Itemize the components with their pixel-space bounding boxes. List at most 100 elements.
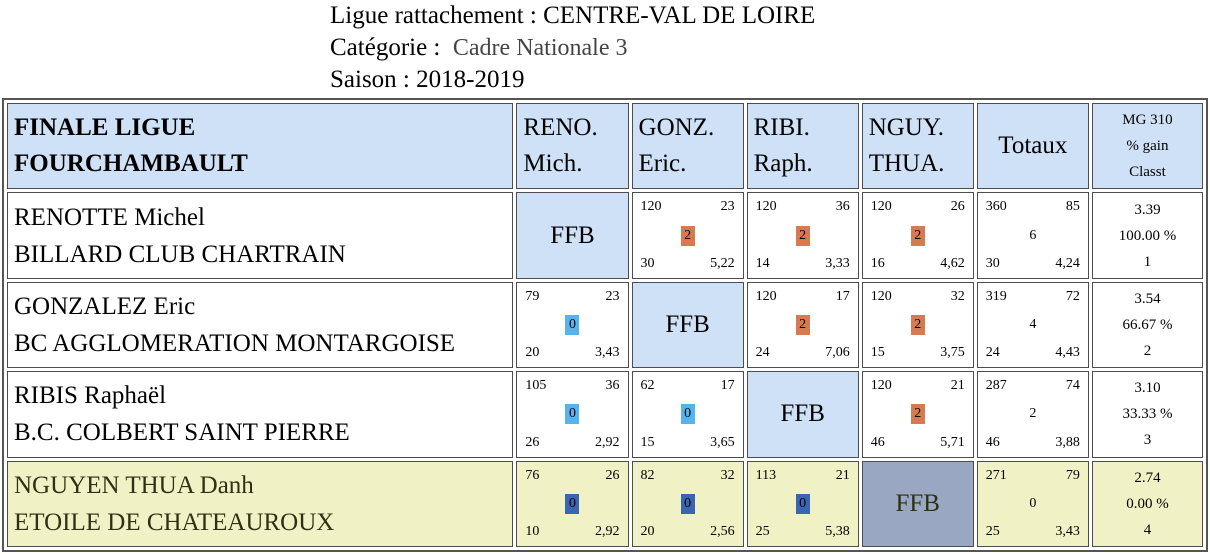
player-club: BILLARD CLUB CHARTRAIN <box>14 240 346 268</box>
innings: 46 <box>870 434 885 450</box>
ffb-cell: FFB <box>516 192 629 279</box>
column-header-line-1: RIBI. <box>753 114 810 142</box>
total-points-scored: 287 <box>985 378 1007 394</box>
points-scored: 120 <box>755 288 777 304</box>
total-innings: 24 <box>985 345 1000 361</box>
match-points-badge: 0 <box>565 493 580 514</box>
results-table: FINALE LIGUE FOURCHAMBAULT RENO. Mich. G… <box>2 98 1208 552</box>
average: 5,38 <box>825 524 850 539</box>
high-run: 32 <box>950 288 965 304</box>
total-points-scored: 319 <box>985 288 1007 304</box>
high-run: 36 <box>835 199 850 215</box>
mg-value: 2.74 <box>1134 469 1161 486</box>
match-points-badge: 0 <box>565 404 580 425</box>
innings: 25 <box>755 524 770 539</box>
match-points-badge: 0 <box>680 404 695 425</box>
match-points-badge: 2 <box>680 225 695 246</box>
total-points-scored: 360 <box>985 199 1007 215</box>
player-cell: RENOTTE Michel BILLARD CLUB CHARTRAIN <box>7 192 514 279</box>
innings: 20 <box>525 345 540 361</box>
match-cell: 120 21 2 46 5,71 <box>861 371 974 458</box>
total-average: 3,88 <box>1055 434 1080 450</box>
ranking: 1 <box>1143 253 1152 270</box>
mg-header-line-2: % gain <box>1126 138 1169 155</box>
match-points-badge: 2 <box>795 225 810 246</box>
total-high-run: 79 <box>1065 467 1080 483</box>
total-points-scored: 271 <box>985 467 1007 483</box>
player-name: GONZALEZ Eric <box>14 292 196 320</box>
match-points-badge: 2 <box>910 404 925 425</box>
high-run: 17 <box>720 378 735 394</box>
totals-cell: 360 85 6 30 4,24 <box>976 192 1089 279</box>
high-run: 23 <box>605 288 620 304</box>
match-cell: 120 36 2 14 3,33 <box>746 192 859 279</box>
player-name: RIBIS Raphaël <box>14 382 167 410</box>
average: 3,43 <box>595 345 620 361</box>
innings: 30 <box>640 255 655 271</box>
average: 3,65 <box>710 434 735 450</box>
match-cell: 113 21 0 25 5,38 <box>746 460 859 547</box>
match-cell: 82 32 0 20 2,56 <box>631 460 744 547</box>
player-name: RENOTTE Michel <box>14 203 205 231</box>
player-cell: RIBIS Raphaël B.C. COLBERT SAINT PIERRE <box>7 371 514 458</box>
match-cell: 120 17 2 24 7,06 <box>746 281 859 369</box>
total-match-points: 4 <box>1029 316 1037 332</box>
innings: 20 <box>640 524 655 539</box>
player-cell: GONZALEZ Eric BC AGGLOMERATION MONTARGOI… <box>7 281 514 369</box>
innings: 16 <box>870 255 885 271</box>
match-cell: 79 23 0 20 3,43 <box>516 281 629 369</box>
mg-cell: 2.74 0.00 % 4 <box>1091 460 1203 547</box>
match-points-badge: 0 <box>565 314 580 335</box>
ligue-value: CENTRE-VAL DE LOIRE <box>543 2 816 29</box>
player-club: B.C. COLBERT SAINT PIERRE <box>14 419 350 447</box>
points-scored: 113 <box>755 467 777 483</box>
player-row-highlighted: NGUYEN THUA Danh ETOILE DE CHATEAUROUX 7… <box>7 460 1203 547</box>
match-points-badge: 0 <box>795 493 810 514</box>
categorie-value: Cadre Nationale 3 <box>452 34 628 61</box>
innings: 24 <box>755 345 770 361</box>
ranking: 3 <box>1143 432 1152 449</box>
average: 5,22 <box>710 255 735 271</box>
points-scored: 120 <box>870 288 892 304</box>
high-run: 26 <box>950 199 965 215</box>
saison-label: Saison : <box>330 66 410 93</box>
categorie-line: Catégorie : Cadre Nationale 3 <box>330 32 815 65</box>
player-cell: NGUYEN THUA Danh ETOILE DE CHATEAUROUX <box>7 460 514 547</box>
total-high-run: 72 <box>1065 288 1080 304</box>
average: 2,56 <box>710 524 735 539</box>
average: 7,06 <box>825 345 850 361</box>
player-club: ETOILE DE CHATEAUROUX <box>14 508 335 536</box>
points-scored: 120 <box>755 199 777 215</box>
match-points-badge: 2 <box>795 314 810 335</box>
points-scored: 120 <box>870 378 892 394</box>
ranking: 4 <box>1143 521 1152 538</box>
high-run: 17 <box>835 288 850 304</box>
column-header-gonz: GONZ. Eric. <box>631 103 744 190</box>
high-run: 21 <box>835 467 850 483</box>
mg-header-line-1: MG 310 <box>1122 112 1173 129</box>
total-average: 4,24 <box>1055 255 1080 271</box>
match-cell: 120 32 2 15 3,75 <box>861 281 974 369</box>
innings: 15 <box>870 345 885 361</box>
high-run: 32 <box>720 467 735 483</box>
average: 3,75 <box>940 345 965 361</box>
total-match-points: 2 <box>1029 406 1037 422</box>
title-line-2: FOURCHAMBAULT <box>14 150 248 178</box>
table-header-row: FINALE LIGUE FOURCHAMBAULT RENO. Mich. G… <box>7 103 1203 190</box>
total-match-points: 0 <box>1029 495 1037 511</box>
player-row: RENOTTE Michel BILLARD CLUB CHARTRAIN FF… <box>7 192 1203 279</box>
mg-header-line-3: Classt <box>1129 164 1166 181</box>
gain-percent: 33.33 % <box>1122 406 1173 423</box>
mg-cell: 3.39 100.00 % 1 <box>1091 192 1203 279</box>
match-cell: 76 26 0 10 2,92 <box>516 460 629 547</box>
player-row: GONZALEZ Eric BC AGGLOMERATION MONTARGOI… <box>7 281 1203 369</box>
column-header-line-1: RENO. <box>523 114 598 142</box>
match-points-badge: 2 <box>910 225 925 246</box>
average: 5,71 <box>940 434 965 450</box>
column-header-ribi: RIBI. Raph. <box>746 103 859 190</box>
column-header-line-2: Eric. <box>638 150 687 178</box>
innings: 26 <box>525 434 540 450</box>
high-run: 23 <box>720 199 735 215</box>
totals-cell: 287 74 2 46 3,88 <box>976 371 1089 458</box>
match-cell: 120 23 2 30 5,22 <box>631 192 744 279</box>
